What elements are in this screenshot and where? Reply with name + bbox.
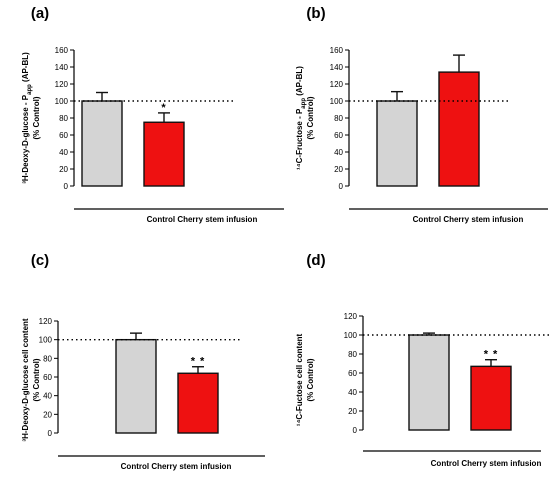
chart-panel-4: (d) 0 20 40 60 80 100 120 ¹⁴C-Fuctose cell conte… [295, 252, 550, 468]
y-tick-label: 40 [43, 392, 52, 401]
bar-cherry-stem-infusion [143, 121, 185, 187]
bar-cherry-stem-infusion [438, 71, 480, 187]
x-category-labels: Control Cherry stem infusion [121, 462, 232, 471]
bar-control [115, 338, 157, 434]
bar-control [81, 100, 123, 187]
y-tick-label: 60 [348, 369, 357, 378]
y-axis-label-line: (% Control) [306, 358, 315, 401]
y-tick-label: 0 [64, 182, 69, 191]
y-tick-label: 80 [59, 114, 68, 123]
panel-label: (b) [306, 5, 325, 22]
significance-mark: * * [191, 356, 206, 368]
y-tick-label: 40 [59, 148, 68, 157]
significance-mark: * * [484, 349, 499, 361]
y-tick-label: 160 [55, 46, 69, 55]
y-tick-label: 120 [39, 317, 53, 326]
y-axis-label: ¹⁴C-Fuctose cell content (% Control) [295, 333, 315, 426]
y-tick-label: 40 [348, 388, 357, 397]
panel-label: (a) [31, 5, 49, 22]
y-tick-label: 20 [348, 407, 357, 416]
y-tick-label: 100 [39, 336, 53, 345]
y-tick-label: 80 [348, 350, 357, 359]
y-tick-label: 120 [344, 312, 358, 321]
y-tick-label: 120 [330, 80, 344, 89]
panel-label: (d) [306, 252, 325, 269]
y-tick-label: 140 [330, 63, 344, 72]
bar-cherry-stem-infusion [177, 372, 219, 434]
y-tick-label: 80 [334, 114, 343, 123]
y-axis-label-line: ³H-Deoxy-D-glucose - Papp (AP-BL) [21, 52, 33, 184]
chart-panel-2: (b) 0 20 40 60 80 100 120 140 160 ¹⁴C-Fructose - P… [295, 5, 548, 224]
y-axis-label: ³H-Deoxy-D-glucose cell content (% Contro… [21, 318, 41, 441]
bar-control [376, 100, 418, 187]
x-category-labels: Control Cherry stem infusion [431, 459, 542, 468]
y-axis-label-line: ¹⁴C-Fuctose cell content [295, 333, 304, 426]
y-tick-label: 40 [334, 148, 343, 157]
significance-mark: * [161, 102, 166, 114]
y-axis-label-line: ¹⁴C-Fructose - Papp (AP-BL) [295, 66, 307, 170]
y-tick-label: 140 [55, 63, 69, 72]
y-axis-label-line: (% Control) [306, 96, 315, 139]
y-axis-label-line: (% Control) [32, 358, 41, 401]
y-tick-label: 100 [55, 97, 69, 106]
y-axis-label-line: ³H-Deoxy-D-glucose cell content [21, 318, 30, 441]
chart-panel-1: (a) 0 20 40 60 80 100 120 140 160 ³H-Deoxy-D-gluco… [21, 5, 284, 224]
y-tick-label: 0 [339, 182, 344, 191]
y-axis-label: ¹⁴C-Fructose - Papp (AP-BL)(% Control) [295, 66, 315, 170]
y-tick-label: 100 [344, 331, 358, 340]
y-tick-label: 0 [48, 429, 53, 438]
y-tick-label: 60 [59, 131, 68, 140]
y-axis-label-line: (% Control) [32, 96, 41, 139]
y-tick-label: 60 [43, 373, 52, 382]
bar-control [408, 334, 450, 431]
y-tick-label: 100 [330, 97, 344, 106]
panel-label: (c) [31, 252, 49, 269]
y-tick-label: 0 [353, 426, 358, 435]
y-tick-label: 160 [330, 46, 344, 55]
y-tick-label: 80 [43, 354, 52, 363]
y-axis-label: ³H-Deoxy-D-glucose - Papp (AP-BL)(% Cont… [21, 52, 41, 184]
y-tick-label: 60 [334, 131, 343, 140]
y-tick-label: 120 [55, 80, 69, 89]
y-tick-label: 20 [334, 165, 343, 174]
y-tick-label: 20 [43, 410, 52, 419]
x-category-labels: Control Cherry stem infusion [413, 215, 524, 224]
y-tick-label: 20 [59, 165, 68, 174]
bar-cherry-stem-infusion [470, 365, 512, 431]
x-category-labels: Control Cherry stem infusion [147, 215, 258, 224]
